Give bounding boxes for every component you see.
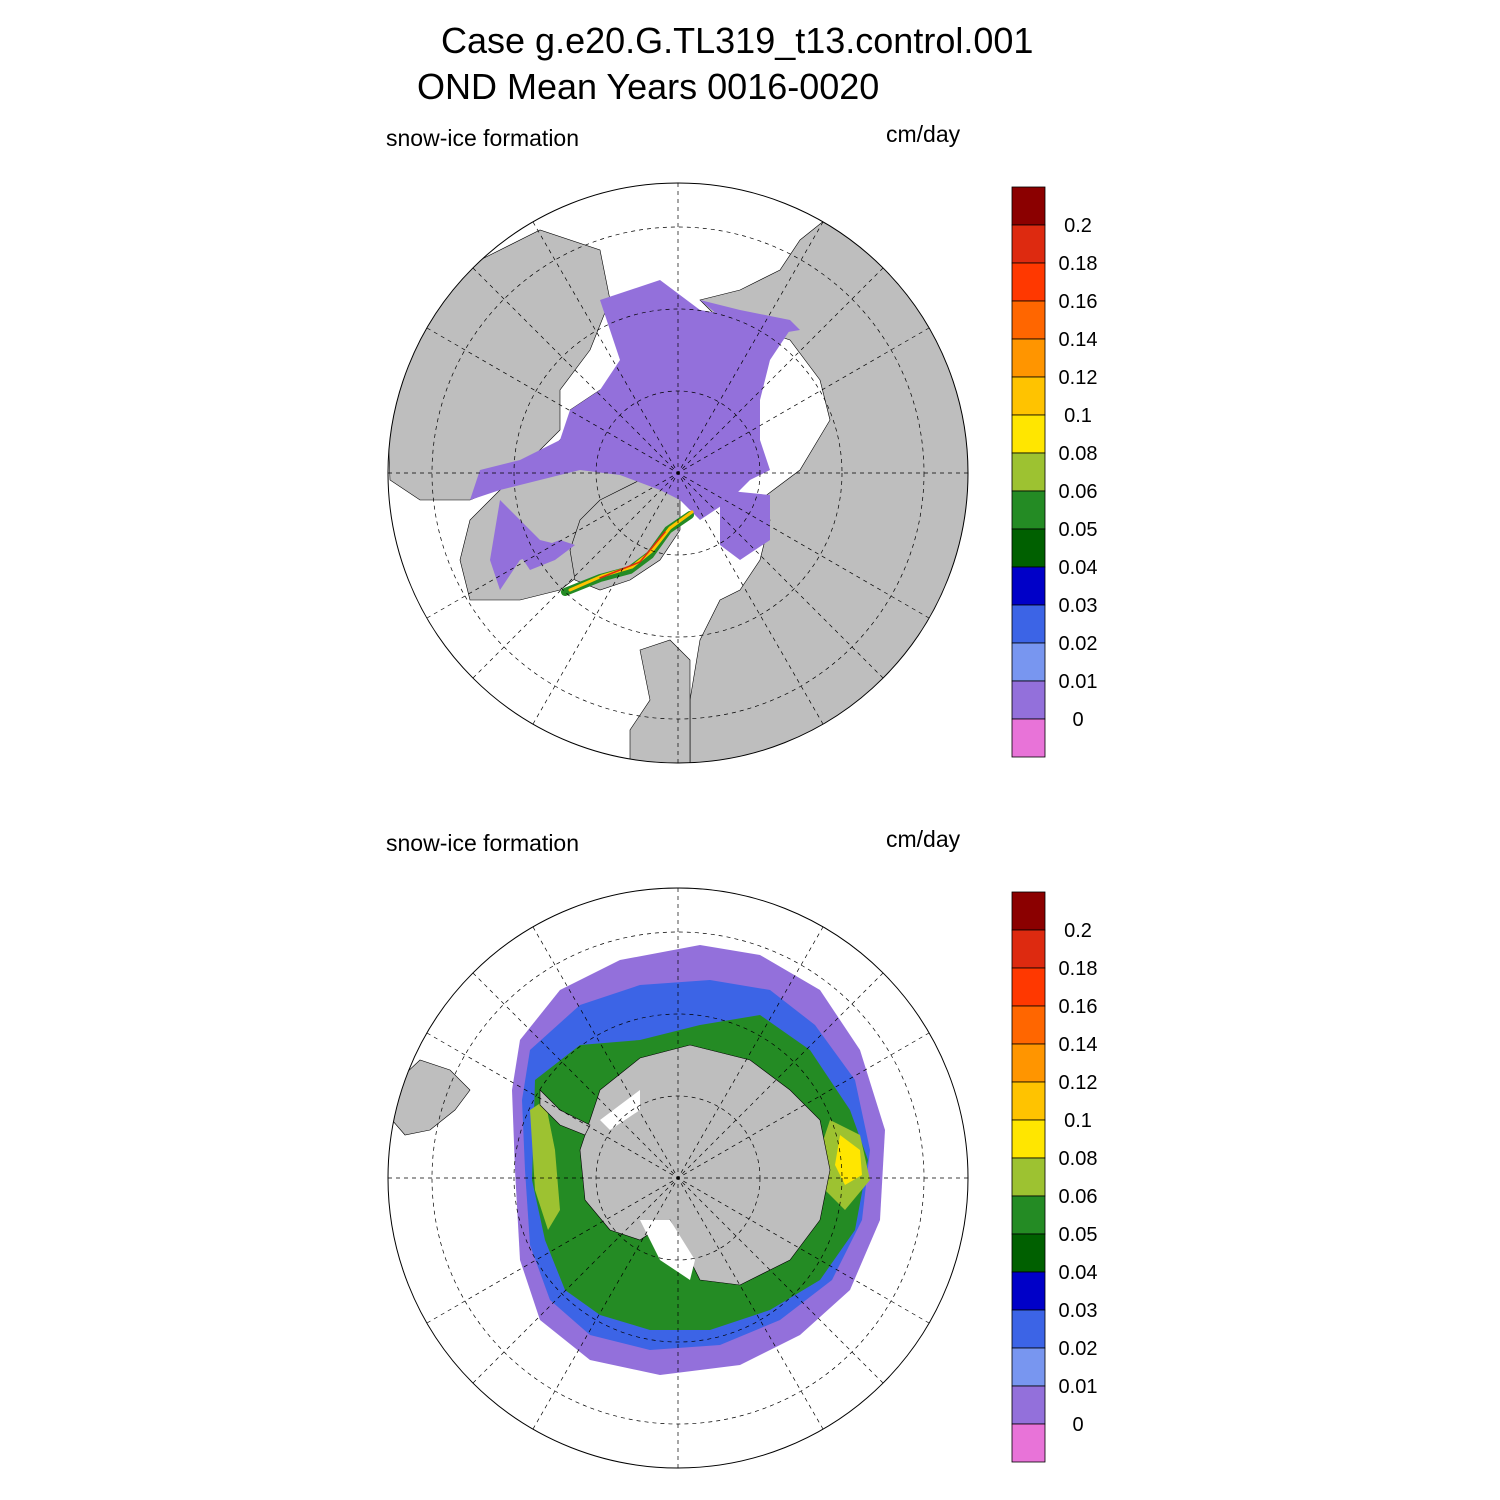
north-colorbar: 0.2 0.18 0.16 0.14 0.12 0.1 0.08 0.06 0.05 0.04 0.… (1011, 186, 1098, 758)
north-panel: 0.2 0.18 0.16 0.14 0.12 0.1 0.08 0.06 0.05 0.04 0.… (387, 182, 1098, 764)
south-colorbar-tick-label: 0.14 (1059, 1034, 1098, 1056)
north-graticule (388, 183, 968, 763)
south-colorbar-tick-label: 0.18 (1059, 958, 1098, 980)
south-colorbar-swatch (1011, 891, 1046, 931)
south-colorbar-tick-label: 0.01 (1059, 1376, 1098, 1398)
south-colorbar-tick-label: 0.05 (1059, 1224, 1098, 1246)
north-colorbar-tick-label: 0.05 (1059, 519, 1098, 541)
north-colorbar-tick-label: 0.1 (1064, 405, 1092, 427)
south-colorbar-swatch (1011, 1271, 1046, 1311)
north-colorbar-tick-label: 0.18 (1059, 253, 1098, 275)
north-colorbar-swatch (1011, 224, 1046, 264)
south-ice-shelf-ross (640, 1220, 695, 1280)
south-colorbar-swatch (1011, 1005, 1046, 1045)
figure-title-period: OND Mean Years 0016-0020 (417, 66, 880, 107)
north-sea-ice-bering (700, 300, 800, 335)
north-map-border (387, 182, 969, 764)
south-colorbar-swatch (1011, 1081, 1046, 1121)
north-colorbar-swatch (1011, 376, 1046, 416)
south-colorbar-tick-label: 0.12 (1059, 1072, 1098, 1094)
south-colorbar-swatch (1011, 1423, 1046, 1463)
north-colorbar-swatch (1011, 680, 1046, 720)
north-colorbar-swatch (1011, 300, 1046, 340)
figure-title-case: Case g.e20.G.TL319_t13.control.001 (441, 20, 1034, 61)
south-colorbar-swatch (1011, 1157, 1046, 1197)
north-units-label: cm/day (886, 121, 961, 147)
south-colorbar-swatch (1011, 1195, 1046, 1235)
south-colorbar-swatch (1011, 1119, 1046, 1159)
north-colorbar-swatch (1011, 338, 1046, 378)
north-colorbar-tick-label: 0.08 (1059, 443, 1098, 465)
south-colorbar-tick-label: 0.03 (1059, 1300, 1098, 1322)
south-colorbar-tick-label: 0.02 (1059, 1338, 1098, 1360)
north-colorbar-swatch (1011, 718, 1046, 758)
north-sea-ice-hudson (490, 500, 560, 590)
north-colorbar-tick-label: 0.2 (1064, 215, 1092, 237)
south-units-label: cm/day (886, 826, 961, 852)
north-sea-ice-field (470, 280, 790, 520)
north-colorbar-tick-label: 0.06 (1059, 481, 1098, 503)
north-colorbar-swatch (1011, 490, 1046, 530)
south-colorbar-tick-label: 0.04 (1059, 1262, 1098, 1284)
north-colorbar-tick-label: 0.16 (1059, 291, 1098, 313)
north-colorbar-tick-label: 0 (1072, 709, 1083, 731)
south-colorbar-swatch (1011, 967, 1046, 1007)
south-colorbar-swatch (1011, 1043, 1046, 1083)
south-colorbar-swatch (1011, 1233, 1046, 1273)
south-colorbar-tick-label: 0.16 (1059, 996, 1098, 1018)
north-colorbar-tick-label: 0.03 (1059, 595, 1098, 617)
north-high-formation-peak (599, 531, 666, 579)
north-sea-ice-baffin (520, 540, 575, 570)
north-colorbar-tick-label: 0.14 (1059, 329, 1098, 351)
south-colorbar-swatch (1011, 929, 1046, 969)
north-colorbar-swatch (1011, 414, 1046, 454)
south-variable-label: snow-ice formation (386, 830, 580, 856)
south-ice-shelf-weddell (600, 1090, 640, 1130)
south-polar-map (388, 888, 968, 1468)
north-colorbar-swatch (1011, 452, 1046, 492)
north-colorbar-swatch (1011, 604, 1046, 644)
south-panel: 0.2 0.18 0.16 0.14 0.12 0.1 0.08 0.06 0.05 0.04 0.… (387, 887, 1098, 1469)
north-colorbar-tick-label: 0.02 (1059, 633, 1098, 655)
north-sea-ice-barents (720, 490, 770, 560)
south-colorbar-tick-label: 0.06 (1059, 1186, 1098, 1208)
north-land-europe-south (629, 639, 691, 763)
north-colorbar-swatch (1011, 186, 1046, 226)
south-graticule (388, 888, 968, 1468)
north-colorbar-tick-label: 0.01 (1059, 671, 1098, 693)
south-map-border (387, 887, 969, 1469)
south-colorbar-swatch (1011, 1347, 1046, 1387)
south-colorbar-tick-label: 0.08 (1059, 1148, 1098, 1170)
north-variable-label: snow-ice formation (386, 125, 580, 151)
south-sea-ice-west-band (530, 1100, 560, 1230)
south-colorbar-tick-label: 0.2 (1064, 920, 1092, 942)
south-land-south-america (388, 1059, 471, 1136)
north-colorbar-swatch (1011, 528, 1046, 568)
north-colorbar-swatch (1011, 566, 1046, 606)
south-colorbar-tick-label: 0.1 (1064, 1110, 1092, 1132)
south-colorbar-swatch (1011, 1385, 1046, 1425)
north-colorbar-swatch (1011, 262, 1046, 302)
south-colorbar: 0.2 0.18 0.16 0.14 0.12 0.1 0.08 0.06 0.05 0.04 0.… (1011, 891, 1098, 1463)
north-colorbar-tick-label: 0.12 (1059, 367, 1098, 389)
north-colorbar-tick-label: 0.04 (1059, 557, 1098, 579)
north-polar-map (388, 183, 968, 763)
south-colorbar-tick-label: 0 (1072, 1414, 1083, 1436)
south-colorbar-swatch (1011, 1309, 1046, 1349)
north-colorbar-swatch (1011, 642, 1046, 682)
